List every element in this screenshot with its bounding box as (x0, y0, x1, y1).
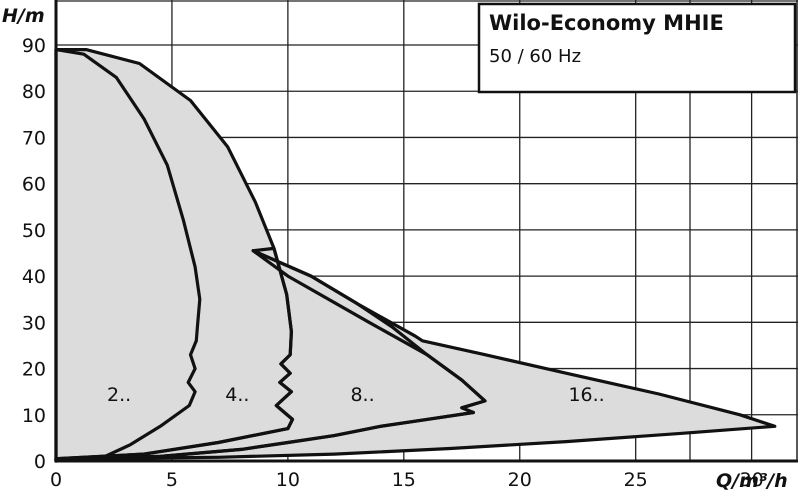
x-tick-label: 0 (50, 469, 62, 491)
x-tick-label: 5 (166, 469, 178, 491)
y-tick-label: 80 (22, 81, 46, 103)
x-tick-label: 25 (624, 469, 648, 491)
y-tick-label: 30 (22, 312, 46, 334)
y-tick-label: 60 (22, 174, 46, 196)
y-tick-label: 50 (22, 220, 46, 242)
y-tick-label: 10 (22, 405, 46, 427)
x-tick-label: 20 (508, 469, 532, 491)
x-axis-title: Q/m³/h (716, 470, 788, 492)
y-tick-label: 0 (34, 451, 46, 473)
chart-subtitle: 50 / 60 Hz (489, 46, 581, 67)
y-tick-label: 40 (22, 266, 46, 288)
series-outline-1 (54, 48, 202, 463)
series-label-3: 8.. (350, 384, 374, 406)
series-area-4 (56, 250, 775, 461)
y-tick-label: 70 (22, 127, 46, 149)
x-tick-label: 15 (392, 469, 416, 491)
region-labels: 2.. 4.. 8.. 16.. (107, 384, 605, 406)
chart-title: Wilo-Economy MHIE (489, 11, 724, 35)
series-area-3 (56, 248, 485, 461)
tick-labels: 0 5 10 15 20 25 30 0 10 20 30 40 50 60 70 80 90 (22, 35, 764, 491)
y-tick-label: 90 (22, 35, 46, 57)
legend-box-frame (477, 2, 797, 94)
series-label-1: 2.. (107, 384, 131, 406)
series-label-2: 4.. (225, 384, 249, 406)
legend-box: Wilo-Economy MHIE 50 / 60 Hz (477, 2, 797, 94)
series-outlines (54, 48, 777, 463)
series-area-2 (56, 49, 293, 461)
y-tick-label: 20 (22, 359, 46, 381)
x-tick-label: 10 (276, 469, 300, 491)
x-tick-label: 30 (740, 469, 764, 491)
series-outline-4 (54, 249, 777, 463)
series-label-4: 16.. (568, 384, 604, 406)
series-fills (56, 49, 775, 461)
plot-frame (54, 0, 798, 463)
y-axis-title: H/m (2, 5, 45, 27)
